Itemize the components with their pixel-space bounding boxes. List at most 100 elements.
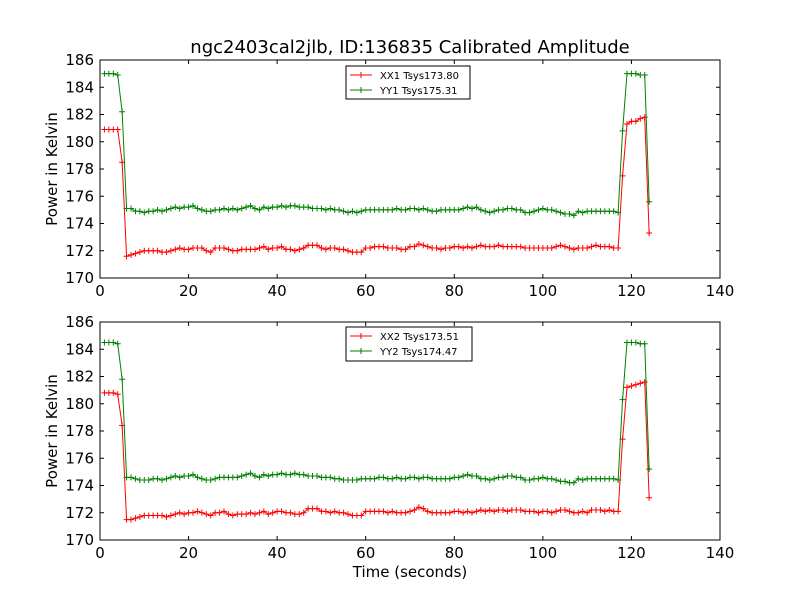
data-point [367, 245, 374, 252]
data-point [274, 245, 281, 252]
x-tick-label: 140 [706, 282, 735, 300]
data-point [194, 474, 201, 481]
data-point [322, 246, 329, 253]
data-point [637, 115, 644, 122]
y-tick-label: 186 [65, 313, 94, 331]
data-point [167, 512, 174, 519]
legend-marker [358, 333, 364, 339]
data-point [615, 508, 622, 515]
data-point [318, 205, 325, 212]
data-point [402, 475, 409, 482]
data-point [500, 206, 506, 213]
data-point [172, 246, 179, 253]
data-point [159, 477, 165, 484]
data-point [300, 509, 307, 516]
y-tick-label: 184 [65, 340, 94, 358]
data-point [190, 509, 196, 516]
data-point [128, 474, 134, 481]
data-point [641, 114, 648, 121]
data-point [252, 205, 258, 212]
data-point [278, 470, 285, 477]
data-point [207, 249, 214, 256]
data-point [114, 391, 121, 398]
data-point [128, 251, 134, 258]
series-line [104, 341, 650, 484]
series-2-1 [101, 378, 653, 523]
data-point [469, 205, 475, 212]
data-point [500, 474, 506, 481]
data-point [562, 507, 568, 514]
data-point [646, 466, 653, 473]
data-point [132, 515, 139, 522]
data-point [252, 511, 258, 518]
data-point [247, 202, 254, 209]
data-point [553, 243, 560, 250]
data-point [265, 205, 272, 212]
data-point [575, 509, 582, 516]
data-point [300, 245, 307, 252]
data-point [291, 470, 298, 477]
data-point [198, 206, 205, 213]
data-point [371, 475, 378, 482]
data-point [384, 509, 391, 516]
data-point [380, 243, 387, 250]
data-point [415, 240, 422, 247]
x-tick-label: 80 [445, 282, 464, 300]
data-point [322, 206, 329, 213]
data-point [252, 246, 258, 253]
data-point [296, 246, 303, 253]
data-point [340, 246, 347, 253]
data-point [167, 474, 174, 481]
data-point [433, 245, 440, 252]
y-tick-label: 178 [65, 422, 94, 440]
data-point [575, 475, 582, 482]
data-point [473, 508, 480, 515]
data-point [216, 206, 223, 213]
data-point [473, 204, 480, 211]
data-point [229, 512, 236, 519]
legend-marker [358, 348, 364, 354]
y-tick-label: 174 [65, 477, 94, 495]
data-point [402, 246, 409, 253]
data-point [610, 208, 617, 215]
data-point [260, 508, 267, 515]
data-point [455, 508, 462, 515]
data-point [393, 474, 400, 481]
data-point [570, 246, 577, 253]
series-line [104, 116, 650, 257]
data-point [110, 339, 117, 346]
data-point [136, 249, 143, 256]
data-point [464, 204, 471, 211]
data-point [619, 396, 626, 403]
data-point [172, 472, 179, 479]
data-point [508, 205, 515, 212]
data-point [349, 208, 356, 215]
data-point [234, 474, 241, 481]
data-point [424, 243, 431, 250]
x-tick-label: 80 [445, 544, 464, 562]
data-point [269, 509, 276, 516]
data-point [119, 376, 126, 383]
y-tick-label: 182 [65, 106, 94, 124]
data-point [207, 477, 214, 484]
data-point [411, 243, 418, 250]
data-point [500, 507, 506, 514]
data-point [411, 205, 418, 212]
data-point [256, 206, 263, 213]
data-point [331, 245, 338, 252]
data-point [380, 508, 387, 515]
data-point [327, 474, 334, 481]
x-tick-label: 60 [356, 544, 375, 562]
data-point [256, 245, 263, 252]
x-tick-label: 60 [356, 282, 375, 300]
data-point [327, 509, 334, 516]
data-point [389, 508, 396, 515]
data-point [526, 477, 533, 484]
legend-entry: YY2 Tsys174.47 [379, 347, 458, 358]
data-point [145, 477, 152, 484]
data-point [477, 507, 484, 514]
data-point [575, 208, 582, 215]
data-point [601, 508, 608, 515]
data-point [584, 509, 591, 516]
